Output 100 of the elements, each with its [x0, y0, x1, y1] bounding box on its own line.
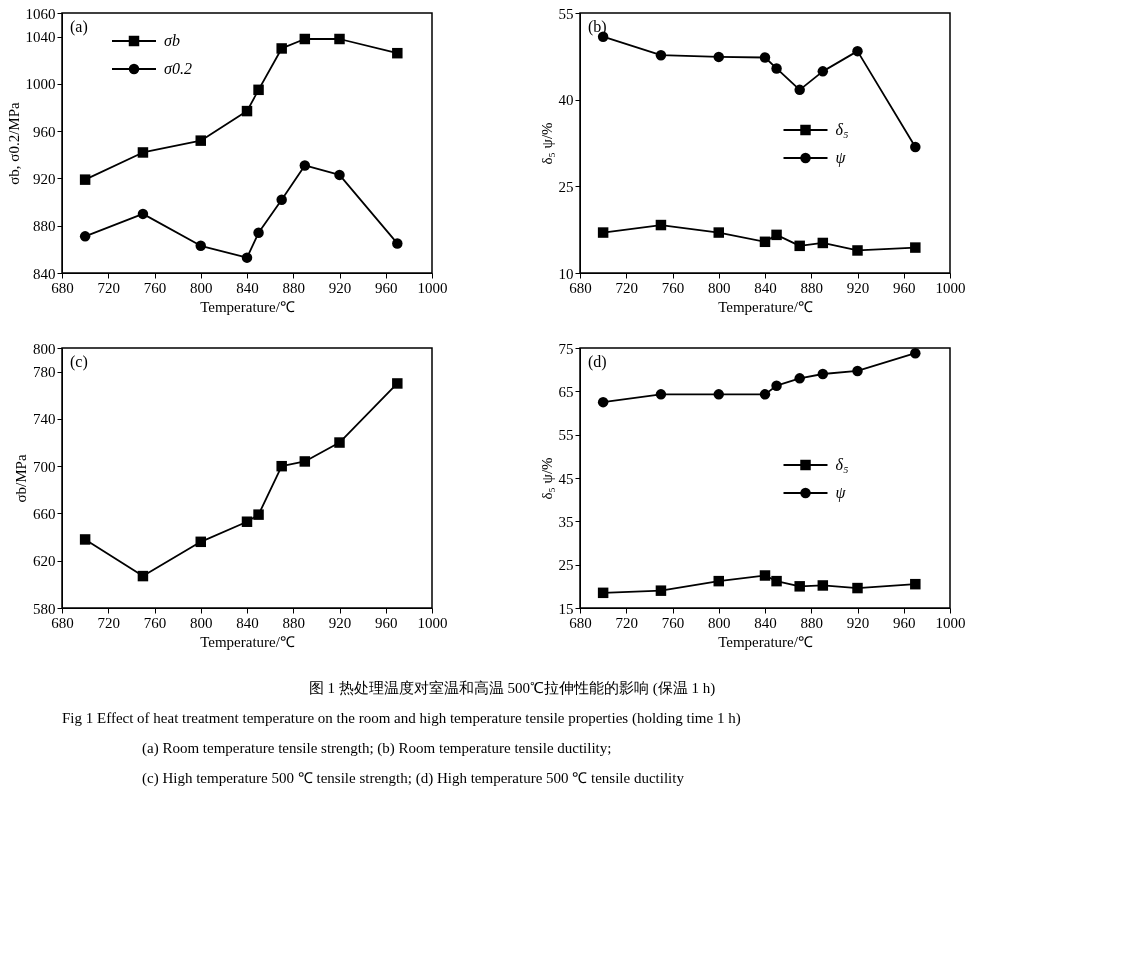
point: [852, 45, 863, 57]
x-tick-label: 880: [800, 614, 823, 631]
point: [655, 389, 667, 400]
y-tick-label: 580: [33, 600, 56, 617]
y-axis-title: σb, σ0.2/MPa: [5, 101, 22, 185]
legend-label: σb: [164, 32, 180, 49]
x-axis-title: Temperature/℃: [718, 633, 813, 650]
y-axis-title: δ₅ ψ/%: [538, 122, 555, 165]
x-axis-title: Temperature/℃: [200, 298, 295, 315]
point: [910, 242, 921, 253]
x-tick-label: 800: [190, 279, 213, 296]
y-tick-label: 75: [558, 340, 574, 357]
x-tick-label: 880: [282, 614, 305, 631]
x-tick-label: 760: [661, 614, 685, 631]
x-tick-label: 680: [51, 614, 74, 631]
y-tick-label: 55: [558, 5, 574, 22]
point: [241, 252, 253, 263]
legend-label: ψ: [835, 149, 847, 167]
point: [713, 575, 724, 587]
y-tick-label: 840: [33, 265, 56, 282]
point: [392, 378, 403, 389]
legend-label: δ₅: [835, 121, 849, 138]
point: [597, 227, 609, 238]
x-tick-label: 920: [846, 614, 870, 631]
y-tick-label: 1000: [25, 76, 56, 93]
x-tick-label: 840: [754, 279, 777, 296]
point: [759, 570, 771, 581]
text: (a) Room temperature tensile strength; (b) Room temperature tensile ductility;: [142, 740, 612, 757]
point: [334, 33, 345, 45]
point: [794, 581, 805, 592]
x-tick-label: 760: [661, 279, 685, 296]
x-tick-label: 680: [569, 614, 592, 631]
point: [794, 373, 805, 384]
point: [79, 174, 91, 185]
y-tick-label: 35: [558, 513, 574, 530]
point: [79, 534, 91, 545]
x-tick-label: 920: [328, 279, 352, 296]
point: [334, 169, 345, 181]
y-axis-title: σb/MPa: [13, 454, 29, 503]
x-tick-label: 840: [236, 279, 259, 296]
point: [392, 238, 403, 249]
annotation: (c): [70, 353, 88, 371]
y-tick-label: 880: [33, 218, 56, 235]
y-tick-label: 15: [558, 600, 574, 617]
y-tick-label: 25: [558, 557, 574, 574]
y-tick-label: 40: [558, 92, 574, 109]
point: [910, 141, 921, 153]
x-tick-label: 920: [328, 614, 352, 631]
y-tick-label: 1060: [25, 5, 56, 22]
point: [276, 460, 287, 472]
x-tick-label: 720: [97, 614, 120, 631]
x-axis-title: Temperature/℃: [718, 298, 813, 315]
point: [241, 516, 253, 527]
point: [195, 536, 206, 548]
y-tick-label: 55: [558, 427, 574, 444]
y-tick-label: 660: [33, 505, 56, 522]
point: [817, 368, 829, 380]
annotation: (b): [588, 18, 607, 36]
point: [771, 575, 782, 587]
point: [276, 194, 287, 205]
point: [655, 585, 667, 596]
x-tick-label: 720: [615, 614, 638, 631]
point: [299, 160, 311, 171]
point: [195, 135, 206, 146]
point: [392, 47, 403, 59]
x-tick-label: 960: [893, 279, 916, 296]
point: [852, 365, 863, 377]
caption: 图 1 热处理温度对室温和高温 500℃拉伸性能的影响 (保温 1 h): [308, 680, 716, 697]
y-tick-label: 25: [558, 178, 574, 195]
point: [910, 347, 921, 359]
point: [253, 227, 264, 239]
caption: Fig 1 Effect of heat treatment temperature on the room and high temperature tensile properties (holding time 1 h): [62, 710, 741, 727]
point: [771, 63, 782, 74]
x-tick-label: 1000: [935, 279, 966, 296]
point: [852, 582, 863, 594]
x-tick-label: 800: [190, 614, 213, 631]
y-tick-label: 780: [33, 364, 56, 381]
x-tick-label: 960: [375, 279, 398, 296]
y-tick-label: 700: [33, 458, 56, 475]
point: [655, 49, 667, 61]
x-tick-label: 1000: [935, 614, 966, 631]
y-axis-title: δ₅ ψ/%: [538, 457, 555, 500]
legend-label: σ0.2: [164, 60, 192, 77]
x-tick-label: 680: [51, 279, 74, 296]
point: [79, 231, 91, 242]
y-tick-label: 740: [33, 411, 56, 428]
x-tick-label: 840: [236, 614, 259, 631]
point: [713, 389, 724, 400]
point: [597, 396, 609, 408]
x-tick-label: 720: [97, 279, 120, 296]
point: [794, 84, 805, 96]
point: [759, 236, 771, 248]
legend-label: ψ: [835, 484, 847, 502]
x-tick-label: 760: [143, 279, 167, 296]
point: [299, 456, 311, 467]
point: [759, 389, 771, 400]
point: [253, 509, 264, 520]
y-tick-label: 45: [558, 470, 574, 487]
x-tick-label: 1000: [417, 279, 448, 296]
x-tick-label: 680: [569, 279, 592, 296]
